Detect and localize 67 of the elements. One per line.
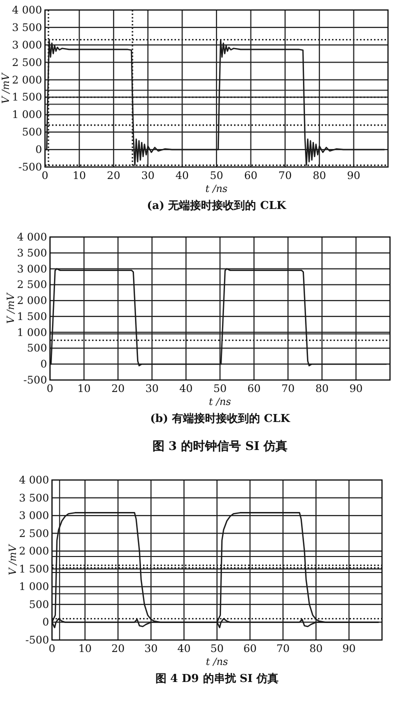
x-tick-label: 30 [145,383,159,395]
y-tick-label: 1 000 [16,326,47,339]
x-tick-label: 50 [210,170,224,182]
x-tick-label: 70 [278,170,292,182]
y-tick-label: 0 [35,144,42,156]
y-tick-label: -500 [23,374,47,386]
y-tick-label: 500 [22,126,42,139]
y-tick-label: -500 [18,162,42,174]
y-tick-label: 2 500 [18,528,49,540]
y-tick-label: 1 000 [12,109,42,122]
x-tick-label: 40 [177,643,191,655]
x-tick-label: 10 [77,383,91,395]
y-tick-label: 2 000 [18,546,49,558]
x-tick-label: 90 [342,643,356,655]
x-axis-title: t /ns [205,184,228,195]
y-tick-label: 2 500 [12,56,42,69]
y-axis-title: V /mV [8,542,19,576]
x-axis-title: t /ns [208,397,232,408]
y-tick-label: 3 500 [16,247,47,260]
y-tick-label: 3 000 [18,510,49,522]
x-tick-label: 90 [349,383,363,395]
y-axis-title: V /mV [1,71,12,104]
y-tick-label: 1 500 [16,310,47,323]
x-tick-label: 70 [276,643,290,655]
x-tick-label: 60 [247,383,261,395]
x-tick-label: 80 [309,643,323,655]
x-tick-label: 20 [106,170,120,182]
x-tick-label: 10 [72,170,86,182]
y-tick-label: 1 500 [12,92,42,104]
text: (b) 有端接时接收到的 CLK [150,412,290,425]
x-tick-label: 20 [111,643,125,655]
x-tick-label: 70 [281,383,295,395]
x-tick-label: 30 [144,643,158,655]
x-tick-label: 50 [210,643,224,655]
text: 图 4 D9 的串扰 SI 仿真 [155,672,279,685]
x-tick-label: 90 [347,170,360,182]
y-tick-label: 4 000 [18,474,49,486]
y-tick-label: 0 [40,358,47,371]
y-tick-label: 2 500 [16,279,47,292]
y-tick-label: 3 000 [12,39,42,52]
y-tick-label: 500 [26,342,47,355]
x-tick-label: 40 [176,170,189,182]
x-tick-label: 50 [213,383,227,395]
x-tick-label: 40 [179,383,193,395]
y-tick-label: 0 [42,616,49,629]
x-tick-label: 30 [141,170,155,182]
y-tick-label: -500 [25,634,49,646]
x-tick-label: 60 [244,170,258,182]
x-tick-label: 60 [243,643,257,655]
y-tick-label: 2 000 [12,74,42,86]
y-tick-label: 4 000 [12,4,42,16]
y-tick-label: 4 000 [16,232,47,244]
x-tick-label: 80 [315,383,329,395]
y-tick-label: 3 500 [18,492,49,504]
y-tick-label: 1 000 [18,581,49,594]
caption: 图 3 的时钟信号 SI 仿真 [152,439,288,453]
y-tick-label: 3 000 [16,263,47,276]
x-tick-label: 20 [111,383,125,395]
x-tick-label: 80 [312,170,326,182]
x-tick-label: 10 [78,643,92,655]
y-tick-label: 500 [28,598,49,611]
y-tick-label: 2 000 [16,295,47,308]
x-axis-title: t /ns [206,657,228,668]
y-axis-title: V /mV [6,291,17,324]
y-tick-label: 1 500 [18,563,49,576]
y-tick-label: 3 500 [12,22,42,34]
text: (a) 无端接时接收到的 CLK [146,199,287,212]
